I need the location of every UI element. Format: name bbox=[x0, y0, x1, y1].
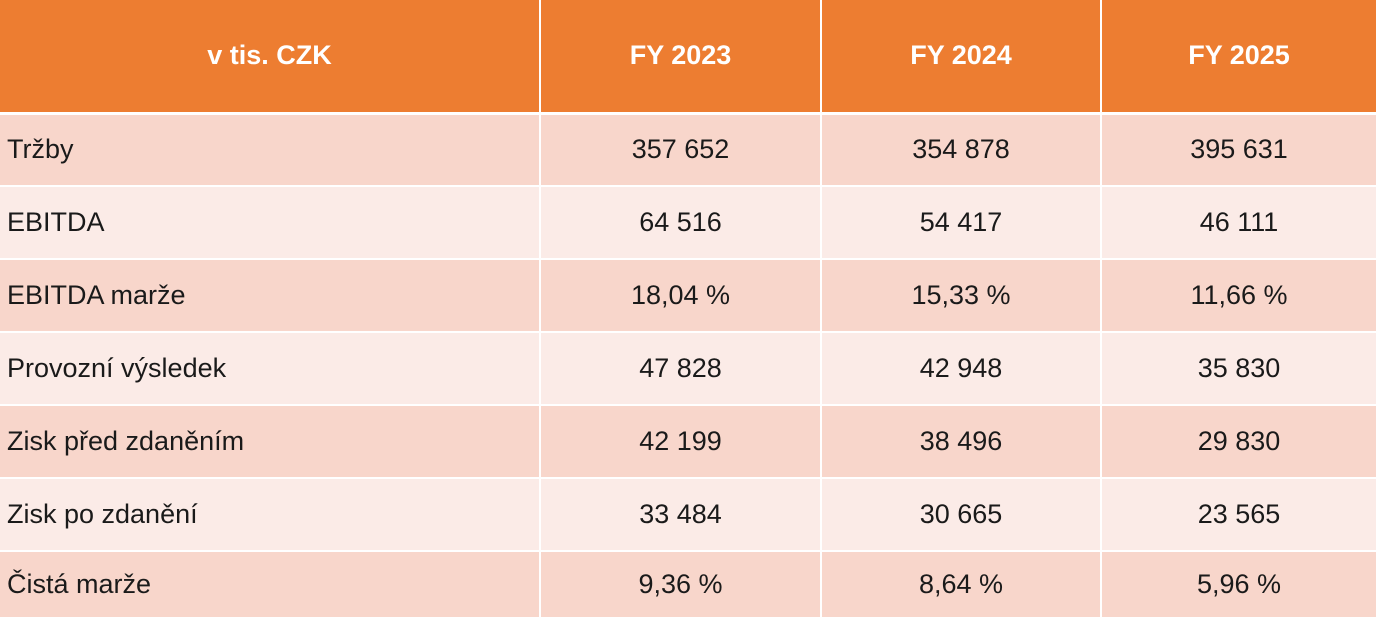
header-fy2023: FY 2023 bbox=[540, 0, 822, 115]
table-row: Provozní výsledek 47 828 42 948 35 830 bbox=[0, 332, 1376, 406]
cell-fy2025: 35 830 bbox=[1101, 332, 1376, 406]
table-body: Tržby 357 652 354 878 395 631 EBITDA 64 … bbox=[0, 113, 1376, 617]
cell-fy2023: 33 484 bbox=[540, 478, 822, 552]
table-row: Tržby 357 652 354 878 395 631 bbox=[0, 113, 1376, 187]
cell-fy2025: 29 830 bbox=[1101, 405, 1376, 479]
table-row: EBITDA 64 516 54 417 46 111 bbox=[0, 186, 1376, 260]
row-label: EBITDA bbox=[0, 186, 541, 260]
cell-fy2023: 42 199 bbox=[540, 405, 822, 479]
table-row: Čistá marže 9,36 % 8,64 % 5,96 % bbox=[0, 551, 1376, 617]
cell-fy2025: 5,96 % bbox=[1101, 551, 1376, 617]
cell-fy2023: 9,36 % bbox=[540, 551, 822, 617]
cell-fy2024: 38 496 bbox=[821, 405, 1102, 479]
header-fy2025: FY 2025 bbox=[1101, 0, 1376, 115]
row-label: Zisk po zdanění bbox=[0, 478, 541, 552]
cell-fy2023: 47 828 bbox=[540, 332, 822, 406]
table-row: Zisk před zdaněním 42 199 38 496 29 830 bbox=[0, 405, 1376, 479]
table-header: v tis. CZK FY 2023 FY 2024 FY 2025 bbox=[0, 0, 1376, 115]
cell-fy2024: 354 878 bbox=[821, 113, 1102, 187]
cell-fy2025: 11,66 % bbox=[1101, 259, 1376, 333]
header-fy2024: FY 2024 bbox=[821, 0, 1102, 115]
cell-fy2023: 357 652 bbox=[540, 113, 822, 187]
cell-fy2024: 54 417 bbox=[821, 186, 1102, 260]
cell-fy2025: 395 631 bbox=[1101, 113, 1376, 187]
header-row: v tis. CZK FY 2023 FY 2024 FY 2025 bbox=[0, 0, 1376, 115]
cell-fy2024: 15,33 % bbox=[821, 259, 1102, 333]
row-label: Čistá marže bbox=[0, 551, 541, 617]
cell-fy2024: 30 665 bbox=[821, 478, 1102, 552]
row-label: Tržby bbox=[0, 113, 541, 187]
header-unit: v tis. CZK bbox=[0, 0, 541, 115]
cell-fy2025: 46 111 bbox=[1101, 186, 1376, 260]
table-row: Zisk po zdanění 33 484 30 665 23 565 bbox=[0, 478, 1376, 552]
row-label: EBITDA marže bbox=[0, 259, 541, 333]
row-label: Zisk před zdaněním bbox=[0, 405, 541, 479]
table-row: EBITDA marže 18,04 % 15,33 % 11,66 % bbox=[0, 259, 1376, 333]
cell-fy2023: 64 516 bbox=[540, 186, 822, 260]
cell-fy2024: 42 948 bbox=[821, 332, 1102, 406]
cell-fy2023: 18,04 % bbox=[540, 259, 822, 333]
cell-fy2025: 23 565 bbox=[1101, 478, 1376, 552]
cell-fy2024: 8,64 % bbox=[821, 551, 1102, 617]
row-label: Provozní výsledek bbox=[0, 332, 541, 406]
